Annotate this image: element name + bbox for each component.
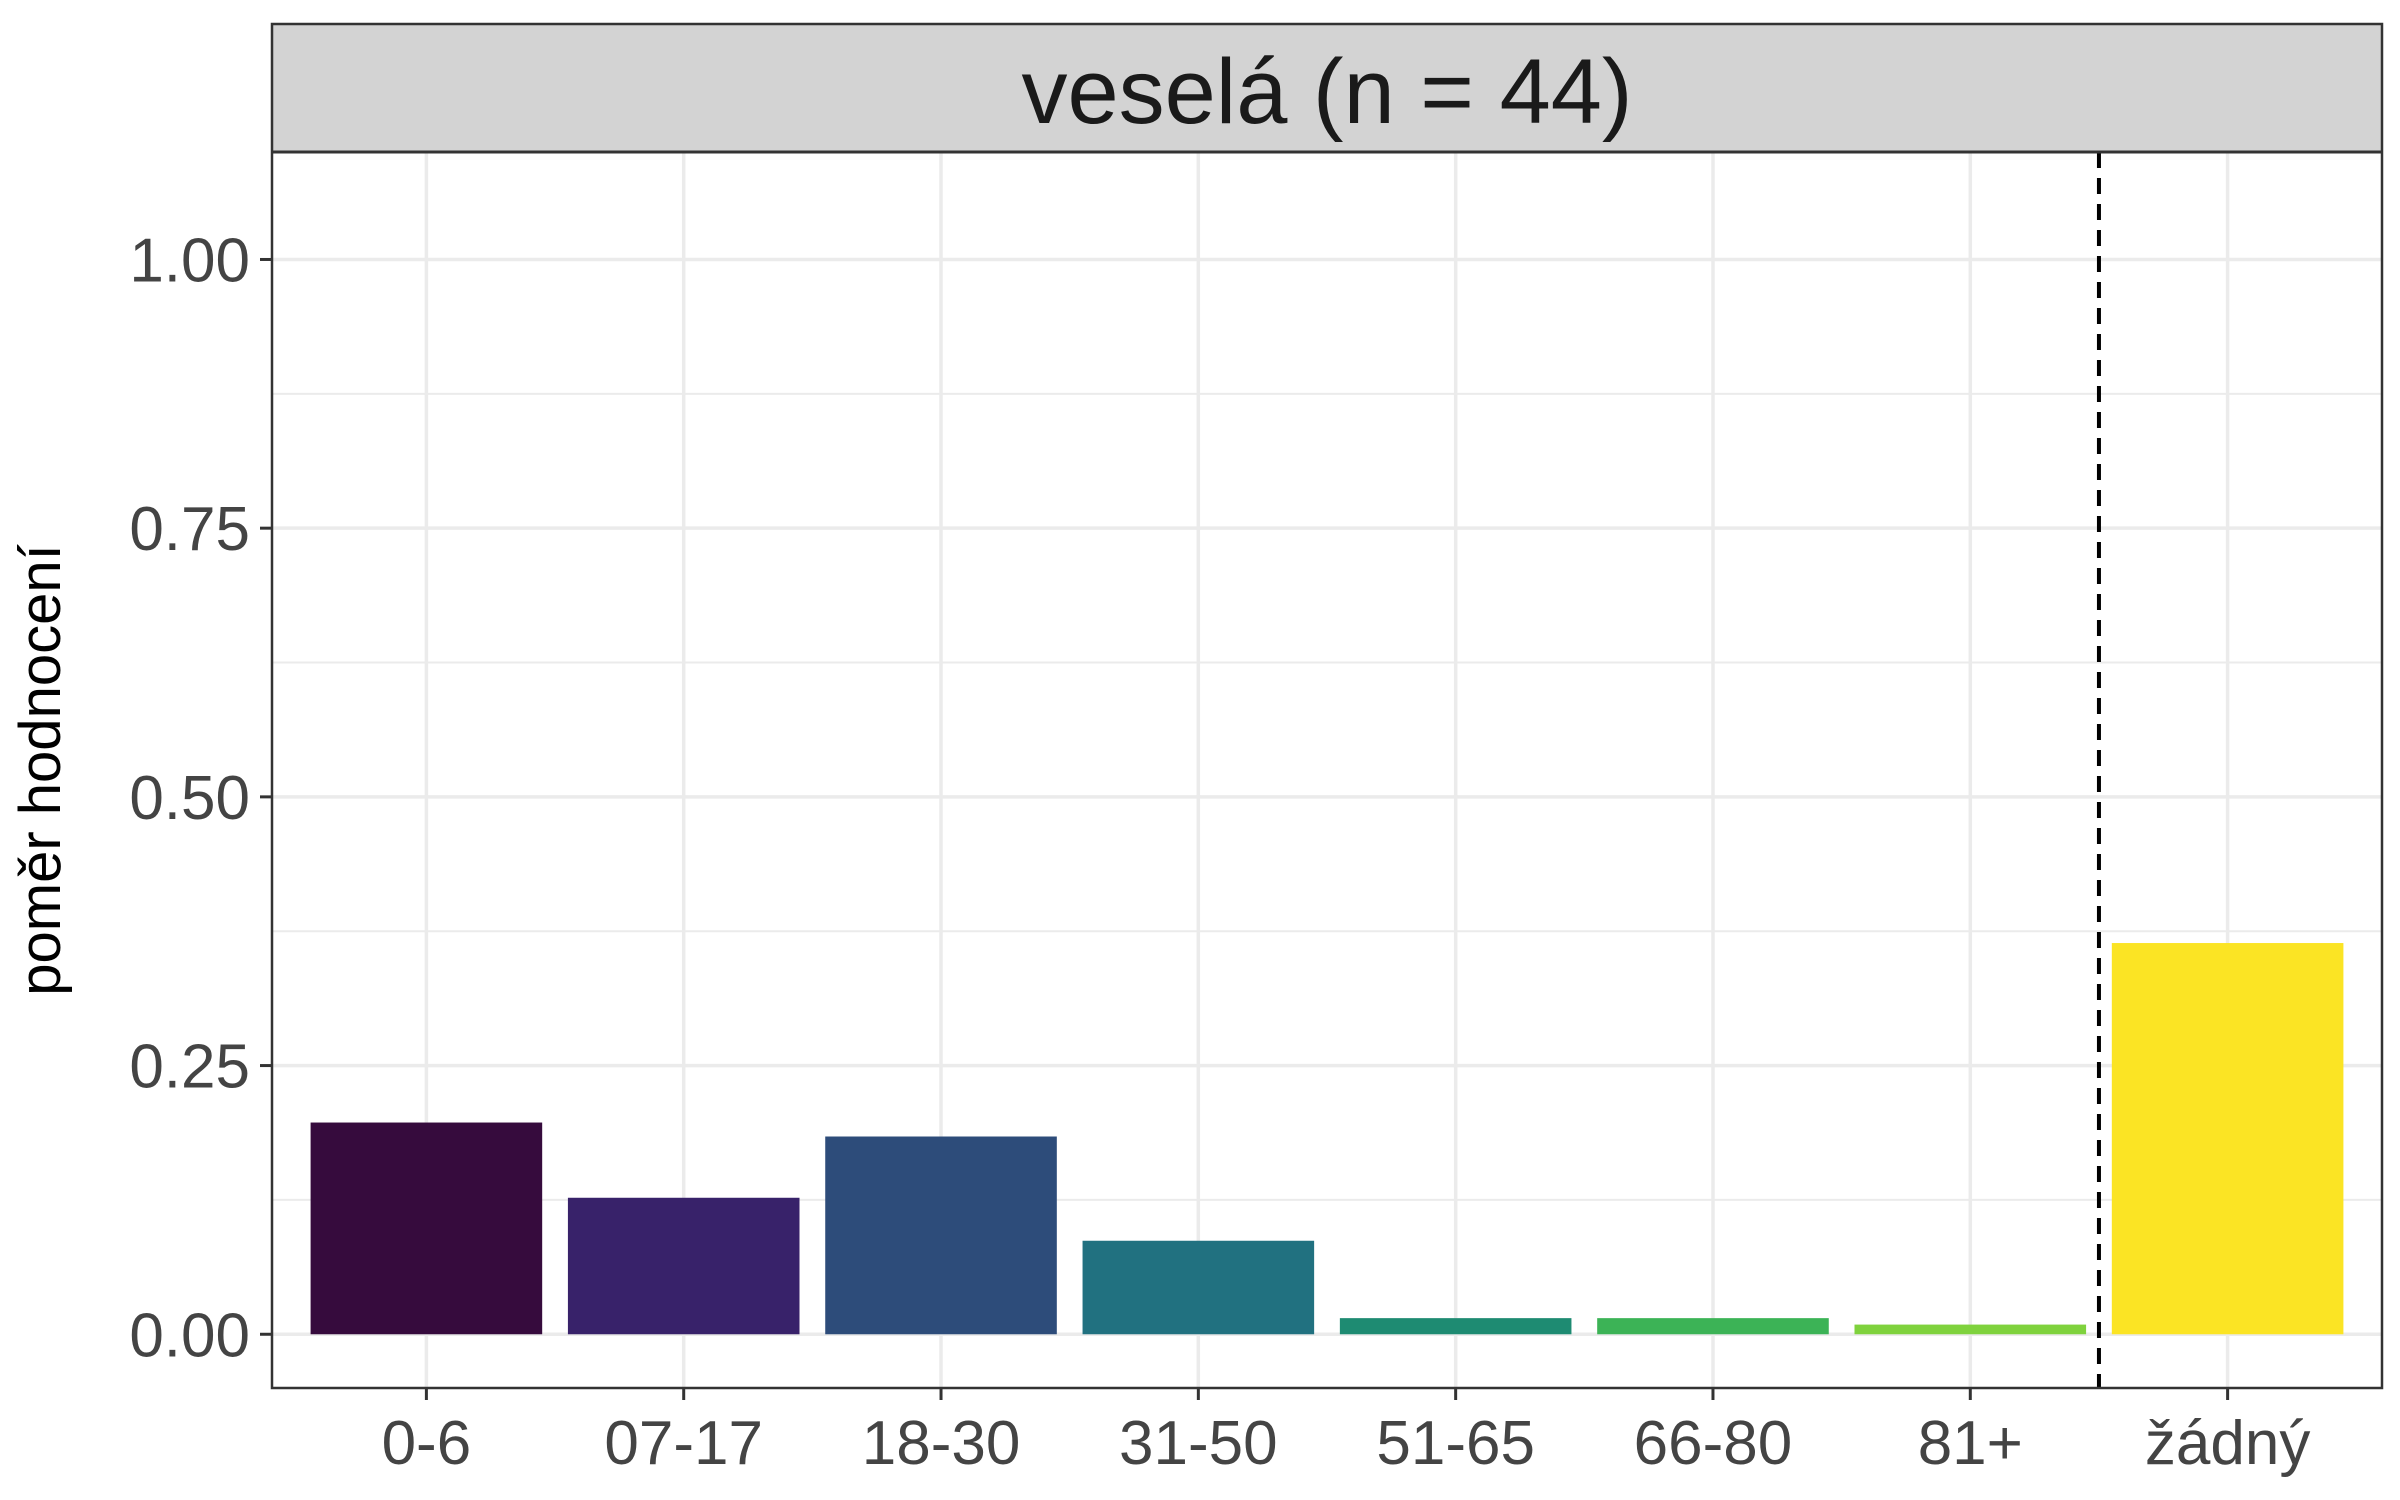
bar-18-30 <box>825 1136 1057 1335</box>
panel-title: veselá (n = 44) <box>1021 41 1632 143</box>
y-axis: 0.00 0.25 0.50 0.75 1.00 <box>129 226 272 1370</box>
y-tick-label: 0.00 <box>129 1301 250 1370</box>
bar-81+ <box>1854 1324 2087 1335</box>
bars <box>310 943 2344 1335</box>
x-tick-label: 81+ <box>1918 1409 2023 1478</box>
y-tick-label: 1.00 <box>129 226 250 295</box>
y-tick-label: 0.25 <box>129 1033 250 1102</box>
panel-border <box>270 22 2384 1390</box>
x-tick-label: 0-6 <box>382 1409 472 1478</box>
x-tick-label: 31-50 <box>1119 1409 1278 1478</box>
strip-background <box>272 24 2382 152</box>
x-tick-label: 66-80 <box>1634 1409 1793 1478</box>
bar-31-50 <box>1082 1240 1315 1335</box>
y-tick-label: 0.75 <box>129 495 250 564</box>
bar-0-6 <box>310 1122 543 1335</box>
bar-07-17 <box>567 1197 800 1335</box>
x-tick-label: 51-65 <box>1376 1409 1535 1478</box>
y-tick-label: 0.50 <box>129 764 250 833</box>
x-tick-label: 07-17 <box>604 1409 763 1478</box>
x-axis: 0-6 07-17 18-30 31-50 51-65 66-80 81+ žádný <box>382 1388 2310 1478</box>
x-tick-label: žádný <box>2145 1409 2310 1478</box>
x-tick-label: 18-30 <box>862 1409 1021 1478</box>
bar-51-65 <box>1339 1318 1572 1335</box>
y-axis-title: poměr hodnocení <box>8 544 73 995</box>
bar-žádný <box>2111 943 2344 1335</box>
bar-66-80 <box>1597 1318 1829 1335</box>
